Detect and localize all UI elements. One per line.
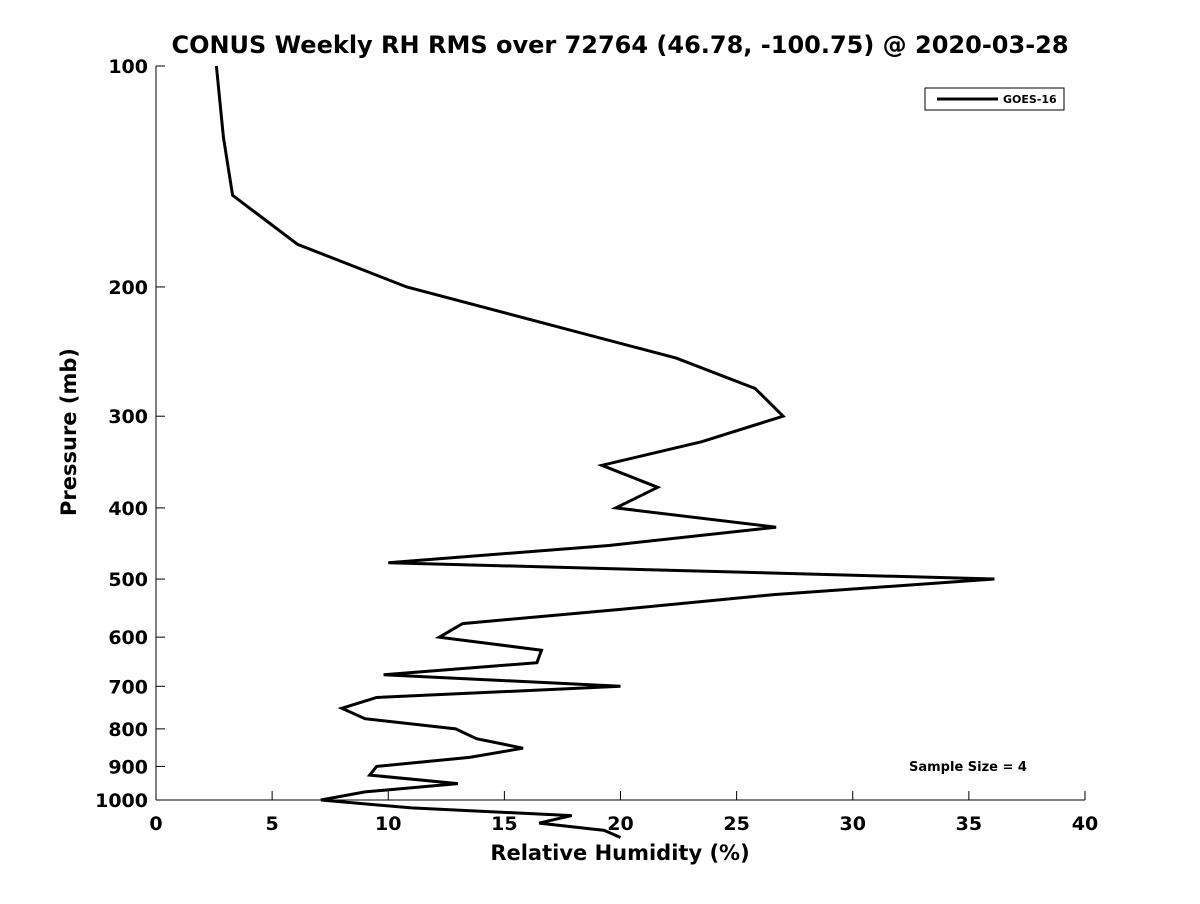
- chart-title: CONUS Weekly RH RMS over 72764 (46.78, -…: [171, 31, 1068, 59]
- x-tick-label: 20: [607, 813, 633, 835]
- y-tick-label: 100: [108, 56, 148, 78]
- x-tick-label: 5: [266, 813, 279, 835]
- y-tick-label: 400: [108, 498, 148, 520]
- y-tick-label: 800: [108, 719, 148, 741]
- x-tick-label: 25: [723, 813, 749, 835]
- legend: GOES-16: [924, 87, 1065, 111]
- y-tick-label: 500: [108, 569, 148, 591]
- y-axis-label: Pressure (mb): [57, 348, 81, 516]
- x-tick-label: 30: [840, 813, 866, 835]
- y-tick-label: 700: [108, 676, 148, 698]
- series-line-goes-16: [214, 65, 995, 839]
- y-tick-label: 900: [108, 756, 148, 778]
- x-tick-label: 40: [1072, 813, 1098, 835]
- legend-label-goes-16: GOES-16: [1003, 93, 1057, 106]
- y-tick-label: 200: [108, 277, 148, 299]
- x-axis-label: Relative Humidity (%): [490, 841, 749, 865]
- axes-layer: 0 5 10 15 20 25 30 35 40 100 200 300 400 500 600 700 800…: [95, 56, 1098, 835]
- x-tick-label: 35: [956, 813, 982, 835]
- x-tick-label: 10: [375, 813, 401, 835]
- text-layer: CONUS Weekly RH RMS over 72764 (46.78, -…: [57, 31, 1069, 865]
- y-tick-label: 1000: [95, 790, 148, 812]
- y-tick-label: 600: [108, 627, 148, 649]
- x-tick-label: 15: [491, 813, 517, 835]
- y-tick-label: 300: [108, 406, 148, 428]
- data-layer: [214, 65, 995, 839]
- x-tick-label: 0: [149, 813, 162, 835]
- sample-size-annotation: Sample Size = 4: [909, 760, 1027, 775]
